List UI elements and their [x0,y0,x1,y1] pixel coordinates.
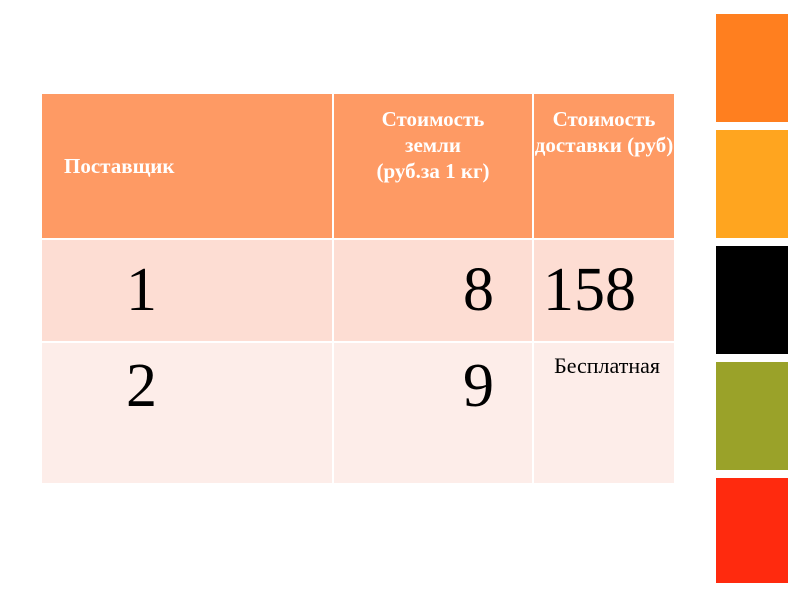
header-line: доставки (руб) [534,133,674,157]
header-line: земли [405,133,461,157]
red-block [716,478,788,583]
amber-block [716,130,788,238]
header-soil-cost: Стоимость земли (руб.за 1 кг) [332,92,534,240]
cell-supplier: 2 [40,341,334,485]
cell-soil-cost: 8 [332,238,534,343]
header-supplier: Поставщик [40,92,334,240]
table-row: 2 9 Бесплатная [40,341,676,485]
cell-supplier: 1 [40,238,334,343]
header-line: Стоимость [552,107,656,131]
table-row: 1 8 158 [40,238,676,343]
orange-block [716,14,788,122]
cell-soil-cost: 9 [332,341,534,485]
cell-delivery-cost: 158 [532,238,676,343]
header-line: Стоимость [381,107,485,131]
header-delivery-cost: Стоимость доставки (руб) [532,92,676,240]
header-line: (руб.за 1 кг) [376,159,490,183]
header-row: Поставщик Стоимость земли (руб.за 1 кг) Ст… [40,92,676,240]
cell-delivery-cost: Бесплатная [532,341,676,485]
black-block [716,246,788,354]
olive-block [716,362,788,470]
supplier-table: Поставщик Стоимость земли (руб.за 1 кг) Ст… [40,92,676,485]
